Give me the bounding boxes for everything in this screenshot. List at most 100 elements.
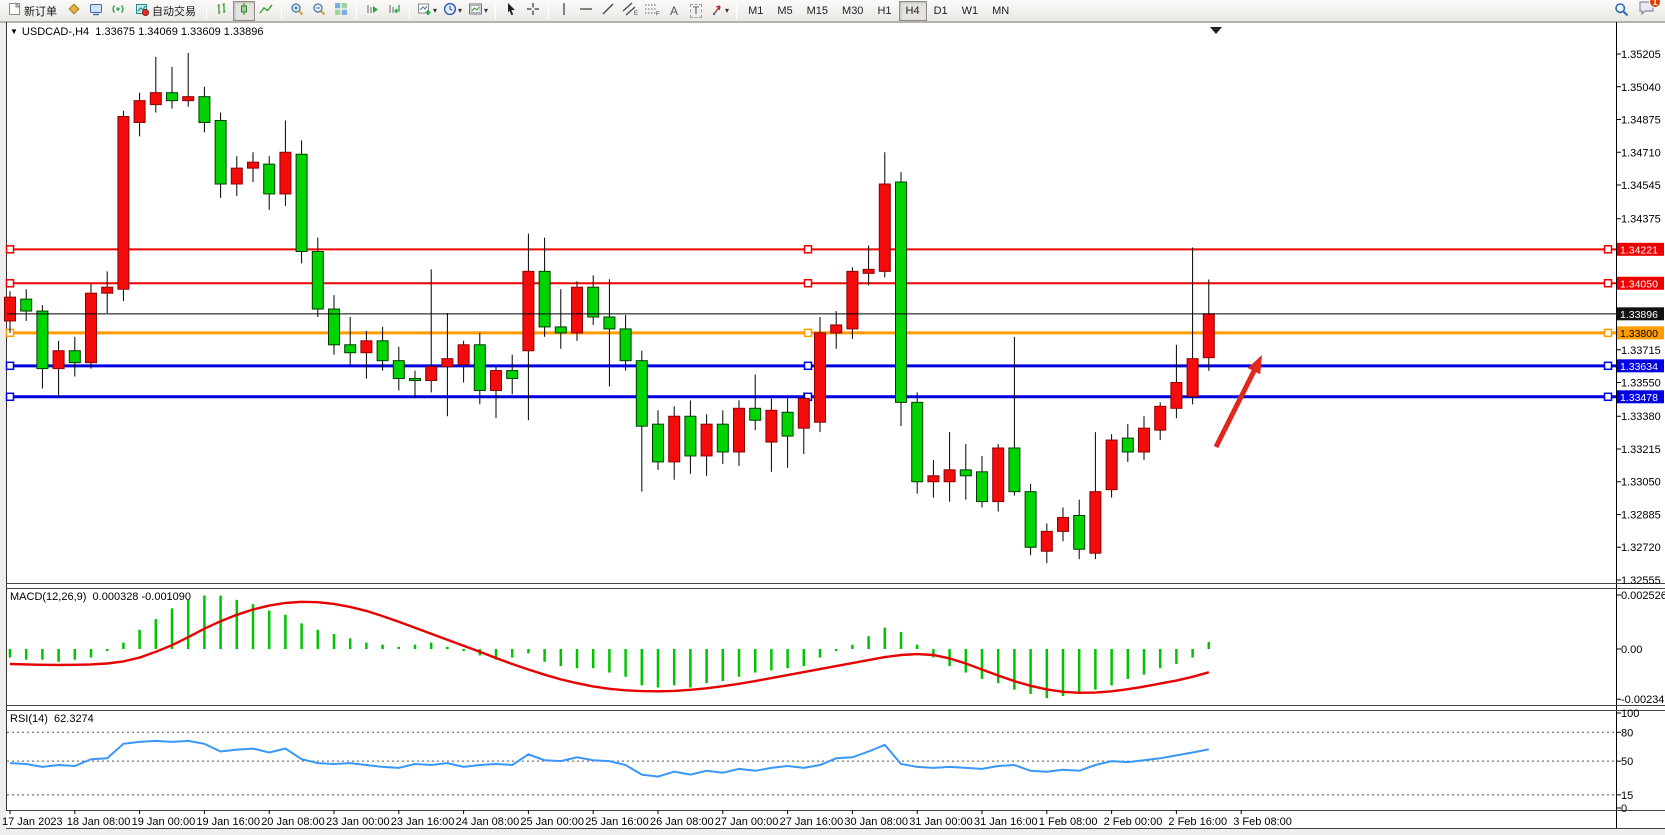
macd-histogram-bar (397, 646, 401, 649)
line-handle[interactable] (1603, 245, 1613, 254)
macd-panel: 0.002526 0.00 -0.002347 (8, 590, 1665, 706)
svg-text:0.002526: 0.002526 (1621, 590, 1665, 602)
time-label: 19 Jan 00:00 (132, 816, 196, 828)
candle-body (1024, 491, 1037, 548)
hline-1.33634[interactable]: 1.33634 (5, 359, 1665, 373)
line-handle[interactable] (803, 328, 813, 338)
chart-collapse-icon[interactable]: ▼ (10, 27, 18, 36)
candle-body (1202, 313, 1215, 359)
timeframe-m1[interactable]: M1 (741, 1, 770, 21)
line-handle[interactable] (5, 361, 15, 371)
time-label: 30 Jan 08:00 (844, 816, 908, 828)
svg-text:100: 100 (1621, 708, 1639, 720)
auto-trading-button[interactable]: 自动交易 (129, 1, 202, 21)
line-handle[interactable] (1603, 361, 1613, 371)
macd-histogram-bar (154, 619, 158, 649)
line-handle[interactable] (5, 279, 15, 288)
macd-histogram-bar (834, 649, 838, 652)
candle-body (85, 292, 97, 364)
chat-button[interactable]: 1 (1638, 0, 1661, 21)
timeframe-d1[interactable]: D1 (927, 1, 955, 21)
line-handle[interactable] (1603, 392, 1613, 402)
dropdown-caret: ▾ (484, 6, 489, 15)
chart-shift-button[interactable] (383, 1, 405, 21)
candle-body (36, 310, 49, 370)
hline-1.34221[interactable]: 1.34221 (5, 242, 1665, 256)
chart-shift-marker[interactable] (1210, 27, 1222, 34)
crosshair-icon (526, 2, 540, 19)
candlestick-chart-button[interactable] (233, 0, 255, 21)
timeframe-m30[interactable]: M30 (835, 1, 870, 21)
svg-text:80: 80 (1621, 727, 1633, 739)
current-price-line: 1.33896 (7, 307, 1664, 321)
macd-histogram-bar (1207, 641, 1211, 649)
channel-button[interactable]: E (619, 1, 641, 21)
timeframe-m5[interactable]: M5 (770, 1, 799, 21)
macd-histogram-bar (1126, 649, 1130, 679)
auto-scroll-button[interactable] (361, 1, 383, 21)
candle-body (976, 471, 988, 503)
horizontal-line-button[interactable] (575, 1, 597, 21)
macd-histogram-bar (559, 649, 563, 667)
line-handle[interactable] (803, 279, 813, 288)
trendline-button[interactable] (597, 1, 619, 21)
candle-body (409, 378, 421, 382)
timeframe-h4[interactable]: H4 (898, 0, 927, 21)
macd-histogram-bar (656, 649, 660, 688)
profiles-button[interactable] (63, 1, 85, 21)
templates-button[interactable]: ▾ (465, 1, 491, 21)
macd-histogram-bar (1029, 649, 1032, 694)
crosshair-button[interactable] (522, 1, 544, 21)
signals-button[interactable] (107, 1, 129, 21)
line-handle[interactable] (1603, 328, 1613, 338)
time-label: 25 Jan 16:00 (585, 816, 649, 828)
zoom-out-button[interactable] (308, 1, 330, 21)
new-chart-button[interactable]: ▾ (414, 1, 440, 21)
macd-histogram-bar (73, 649, 77, 660)
arrows-icon (710, 2, 724, 19)
candle-body (797, 397, 810, 429)
candle-body (311, 250, 324, 310)
time-label: 19 Jan 16:00 (196, 816, 260, 828)
timeframe-mn[interactable]: MN (985, 1, 1016, 21)
line-handle[interactable] (1603, 279, 1613, 288)
timeframe-m15[interactable]: M15 (800, 1, 835, 21)
search-button[interactable] (1610, 1, 1632, 21)
toolbar-separator (548, 2, 550, 19)
new-order-button[interactable]: 新订单 (2, 1, 63, 21)
text-button[interactable]: A (663, 1, 685, 21)
line-handle[interactable] (803, 361, 813, 371)
timeframe-h1[interactable]: H1 (870, 1, 898, 21)
vertical-line-button[interactable] (553, 1, 575, 21)
line-handle[interactable] (803, 245, 813, 254)
timeframe-w1[interactable]: W1 (955, 1, 986, 21)
hline-1.34050[interactable]: 1.34050 (5, 276, 1665, 291)
hline-1.33478[interactable]: 1.33478 (5, 390, 1665, 404)
candle-body (554, 326, 567, 334)
cursor-button[interactable] (500, 1, 522, 21)
arrows-button[interactable]: ▾ (707, 1, 732, 21)
line-handle[interactable] (5, 245, 15, 254)
macd-histogram-bar (575, 649, 579, 669)
bar-chart-button[interactable] (211, 1, 233, 21)
candle-body (182, 96, 195, 102)
fibonacci-button[interactable]: F (641, 1, 663, 21)
price-axis: 1.35205 1.35040 1.34875 1.34710 1.34545 1.343… (1617, 49, 1661, 587)
zoom-in-button[interactable] (286, 1, 308, 21)
macd-histogram-bar (932, 649, 935, 658)
line-chart-button[interactable] (255, 1, 277, 21)
trend-arrow-annotation[interactable] (1213, 355, 1262, 449)
periods-button[interactable]: ▾ (440, 1, 465, 21)
macd-histogram-bar (462, 649, 465, 652)
cursor-icon (504, 2, 518, 19)
svg-text:1.33215: 1.33215 (1621, 444, 1661, 456)
line-handle[interactable] (5, 392, 15, 402)
candle-body (814, 332, 826, 423)
macd-histogram-bar (57, 649, 60, 662)
market-watch-button[interactable] (85, 1, 107, 21)
tile-windows-button[interactable] (330, 1, 352, 21)
candle-body (198, 96, 211, 123)
text-label-button[interactable]: T (685, 1, 707, 21)
line-chart-icon (259, 2, 273, 19)
macd-histogram-bar (1175, 649, 1178, 664)
